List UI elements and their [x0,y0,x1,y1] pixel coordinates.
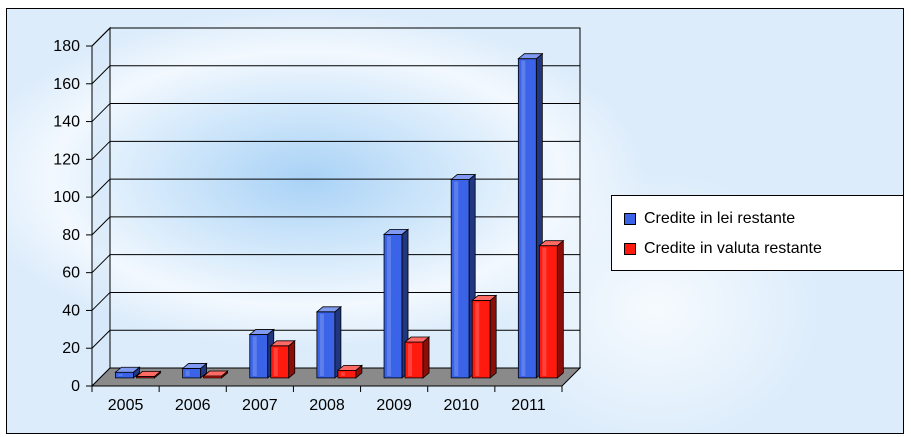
gridline-diagonal [91,178,111,198]
gridline-diagonal [91,292,111,311]
bar-highlight [319,313,324,376]
bar-front [538,245,558,379]
y-tick-label: 120 [53,151,80,168]
gridline-diagonal [91,254,111,274]
y-tick-label: 140 [53,114,80,131]
bar-highlight [185,370,190,376]
gridline-diagonal [91,216,111,236]
bar-top [114,366,141,373]
bar-top [450,174,477,180]
legend-item-valuta: Credite in valuta restante [624,238,822,260]
gridline-diagonal [91,140,111,160]
bar-lei [382,228,410,379]
legend: Credite in lei restante Credite in valut… [611,195,903,271]
x-tick-label: 2007 [242,397,278,414]
bar-front [450,179,470,379]
x-tick-label: 2005 [108,397,144,414]
x-tick-label: 2011 [511,397,546,414]
bar-front [270,345,290,379]
bar-side [556,239,564,379]
bar-top [403,336,431,343]
bar-side [334,305,342,379]
bar-valuta [471,294,498,379]
bars [114,52,565,379]
bar-highlight [387,236,392,376]
bar-lei [517,52,544,379]
bar-lei [450,173,477,379]
bar-top [336,364,364,371]
bar-front [249,334,269,379]
gridline-diagonal [91,65,111,85]
y-tick-label: 160 [53,76,80,93]
y-tick-label: 40 [62,302,80,319]
bar-valuta [202,370,229,379]
x-tick-label: 2008 [309,397,345,414]
x-tick-label: 2010 [443,397,479,414]
bar-highlight [118,374,123,376]
bar-top [538,240,565,247]
axes [86,45,563,392]
bar-top [181,363,208,369]
legend-label-valuta: Credite in valuta restante [644,240,822,257]
bar-valuta [135,370,162,379]
bar-top [202,370,229,377]
chart-area: 0 20 40 60 80 100 120 140 160 180 2005 2006 2007 2008… [6,8,904,434]
bar-highlight [542,247,547,376]
bar-highlight [521,60,526,376]
y-tick-label: 60 [62,265,80,282]
legend-item-lei: Credite in lei restante [624,208,795,230]
bar-valuta [538,239,565,379]
bar-side [288,339,296,379]
bar-top [135,370,162,377]
bar-lei [248,328,275,379]
bar-front [404,341,424,379]
bar-top [382,228,410,235]
bar-chart: 0 20 40 60 80 100 120 140 160 180 2005 2006 2007 2008… [53,26,582,414]
bar-top [269,340,296,347]
bar-highlight [340,372,345,376]
bar-side [422,336,430,379]
bar-front [517,58,537,379]
bar-top [315,306,343,313]
bar-valuta [336,364,364,379]
legend-label-lei: Credite in lei restante [644,210,796,227]
gridline-diagonal [91,103,111,122]
bar-valuta [269,339,296,379]
bar-lei [315,305,343,379]
x-tick-label: 2009 [376,397,412,414]
bar-highlight [454,181,459,376]
bar-lei [181,362,208,379]
y-tick-label: 100 [53,189,80,206]
x-tick-label: 2006 [175,397,211,414]
y-tick-label: 80 [62,227,80,244]
bar-lei [114,366,141,379]
bar-top [517,53,544,60]
bar-top [471,295,498,301]
bar-valuta [403,336,431,379]
bar-front [182,368,202,379]
y-tick-label: 20 [62,340,80,357]
bar-top [248,329,275,335]
bar-side [489,294,497,379]
bar-highlight [252,336,257,376]
tick-labels: 0 20 40 60 80 100 120 140 160 180 2005 2006 2007 2008… [53,38,545,414]
bar-front [115,371,134,379]
gridline-diagonal [91,329,111,349]
gridline-diagonal [91,27,111,47]
bar-highlight [475,302,480,376]
bar-highlight [273,347,278,376]
bar-front [471,300,491,379]
y-tick-label: 0 [71,378,80,395]
bar-front [316,311,336,379]
legend-swatch-valuta [624,243,636,255]
bar-highlight [408,344,413,376]
y-tick-label: 180 [53,38,80,55]
legend-swatch-lei [624,213,636,225]
bar-front [337,369,357,379]
back-wall [109,27,581,369]
bar-front [383,233,403,379]
